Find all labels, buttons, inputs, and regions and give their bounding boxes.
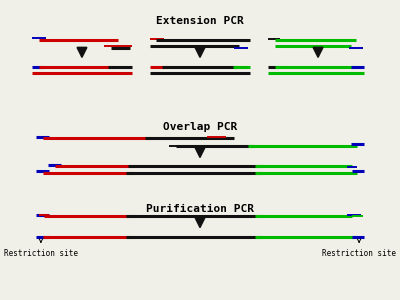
Text: Restriction site: Restriction site [4, 249, 78, 258]
Text: Purification PCR: Purification PCR [146, 205, 254, 214]
Text: Overlap PCR: Overlap PCR [163, 122, 237, 132]
Text: Extension PCR: Extension PCR [156, 16, 244, 26]
Text: Restriction site: Restriction site [322, 249, 396, 258]
